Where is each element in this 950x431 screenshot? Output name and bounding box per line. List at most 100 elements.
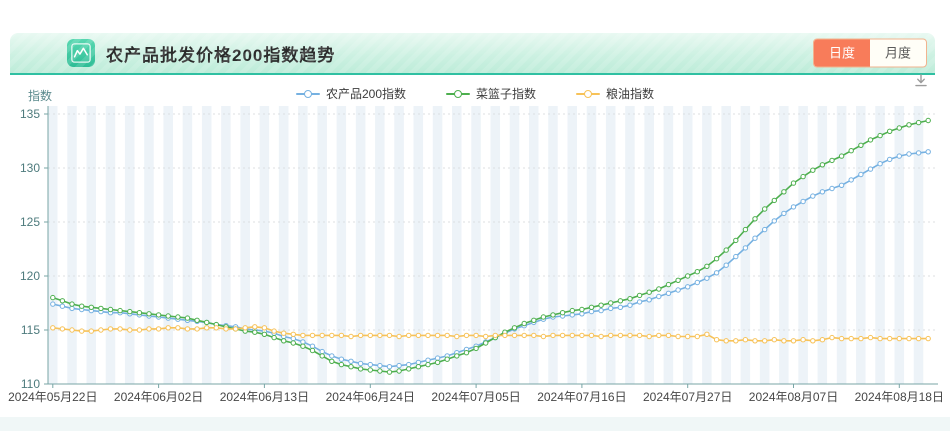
- plot-stripe: [192, 106, 202, 384]
- data-point: [617, 332, 624, 339]
- plot-stripe: [298, 106, 308, 384]
- data-point: [550, 332, 556, 339]
- data-point: [627, 296, 633, 302]
- data-point: [175, 325, 181, 331]
- data-point: [896, 153, 902, 159]
- data-point: [319, 348, 325, 355]
- data-point: [300, 343, 306, 349]
- period-toggle: 日度 月度: [813, 38, 927, 68]
- legend-marker-dot: [584, 89, 593, 98]
- plot-stripe: [201, 106, 212, 384]
- data-point: [627, 332, 633, 339]
- plot-stripe: [307, 106, 318, 384]
- data-point: [98, 305, 104, 312]
- data-point: [107, 306, 114, 313]
- data-point: [59, 326, 66, 332]
- x-tick-label: 2024年08月07日: [749, 390, 838, 404]
- data-point: [617, 298, 624, 304]
- data-point: [762, 338, 768, 344]
- plot-stripe: [615, 106, 626, 384]
- data-point: [348, 364, 354, 370]
- data-point: [858, 335, 864, 342]
- data-point: [646, 333, 652, 340]
- data-point: [819, 337, 826, 343]
- monthly-tab-button[interactable]: 月度: [870, 40, 926, 67]
- legend-item-1[interactable]: 菜篮子指数: [446, 85, 536, 102]
- data-point: [309, 343, 316, 349]
- data-point: [204, 319, 210, 326]
- chart-legend: 农产品200指数 菜篮子指数 粮油指数: [0, 85, 950, 102]
- download-icon[interactable]: [913, 73, 929, 89]
- y-tick-label: 115: [21, 323, 40, 337]
- data-point: [656, 332, 662, 339]
- plot-stripe: [711, 106, 722, 384]
- data-point: [550, 312, 556, 318]
- legend-marker-icon: [295, 89, 320, 98]
- legend-item-2[interactable]: 粮油指数: [576, 85, 654, 102]
- plot-stripe: [182, 106, 193, 384]
- plot-stripe: [452, 106, 462, 384]
- data-point: [617, 304, 624, 311]
- data-point: [377, 368, 383, 374]
- data-point: [425, 332, 431, 339]
- data-point: [713, 256, 720, 262]
- panel-header: 农产品批发价格200指数趋势 日度 月度: [10, 33, 935, 75]
- data-point: [473, 332, 479, 339]
- plot-stripe: [317, 106, 327, 384]
- plot-stripe: [211, 106, 222, 384]
- data-point: [598, 302, 604, 308]
- data-point: [713, 337, 720, 343]
- plot-stripe: [923, 106, 933, 384]
- data-point: [867, 166, 874, 172]
- data-point: [415, 332, 422, 339]
- data-point: [473, 345, 479, 352]
- data-point: [357, 332, 364, 339]
- data-point: [906, 335, 912, 342]
- y-tick-label: 110: [21, 377, 40, 391]
- data-point: [800, 173, 806, 180]
- plot-stripe: [230, 106, 241, 384]
- plot-stripe: [730, 106, 741, 384]
- data-point: [194, 326, 200, 332]
- data-point: [694, 333, 700, 340]
- data-point: [896, 335, 902, 342]
- legend-item-0[interactable]: 农产品200指数: [295, 85, 406, 102]
- data-point: [69, 305, 75, 312]
- data-point: [829, 334, 835, 341]
- data-point: [252, 329, 258, 335]
- plot-stripe: [336, 106, 347, 384]
- plot-stripe: [904, 106, 914, 384]
- data-point: [329, 332, 335, 339]
- data-point: [588, 332, 595, 339]
- daily-tab-button[interactable]: 日度: [814, 39, 870, 67]
- data-point: [925, 117, 931, 124]
- plot-stripe: [682, 106, 693, 384]
- data-point: [704, 331, 710, 338]
- data-point: [502, 332, 508, 339]
- data-point: [569, 307, 575, 314]
- x-tick-label: 2024年06月13日: [220, 390, 309, 404]
- plot-stripe: [346, 106, 356, 384]
- data-point: [636, 292, 643, 299]
- data-point: [829, 157, 835, 164]
- data-point: [463, 350, 470, 356]
- data-point: [357, 360, 364, 367]
- plot-stripe: [548, 106, 558, 384]
- plot-stripe: [692, 106, 703, 384]
- data-point: [204, 325, 210, 331]
- data-point: [194, 317, 200, 324]
- data-point: [213, 325, 220, 331]
- plot-stripe: [788, 106, 799, 384]
- plot-stripe: [480, 106, 491, 384]
- data-point: [540, 314, 547, 320]
- data-point: [88, 328, 95, 334]
- data-point: [579, 306, 585, 313]
- data-point: [636, 299, 643, 305]
- trend-chart-svg[interactable]: 110 115 120 125 130 135 2024年05月22日 2024年06月02日…: [0, 95, 950, 417]
- plot-stripe: [67, 106, 77, 384]
- plot-stripe: [557, 106, 568, 384]
- x-tick-label: 2024年08月18日: [855, 390, 944, 404]
- y-tick-label: 135: [20, 107, 40, 121]
- data-point: [925, 149, 931, 155]
